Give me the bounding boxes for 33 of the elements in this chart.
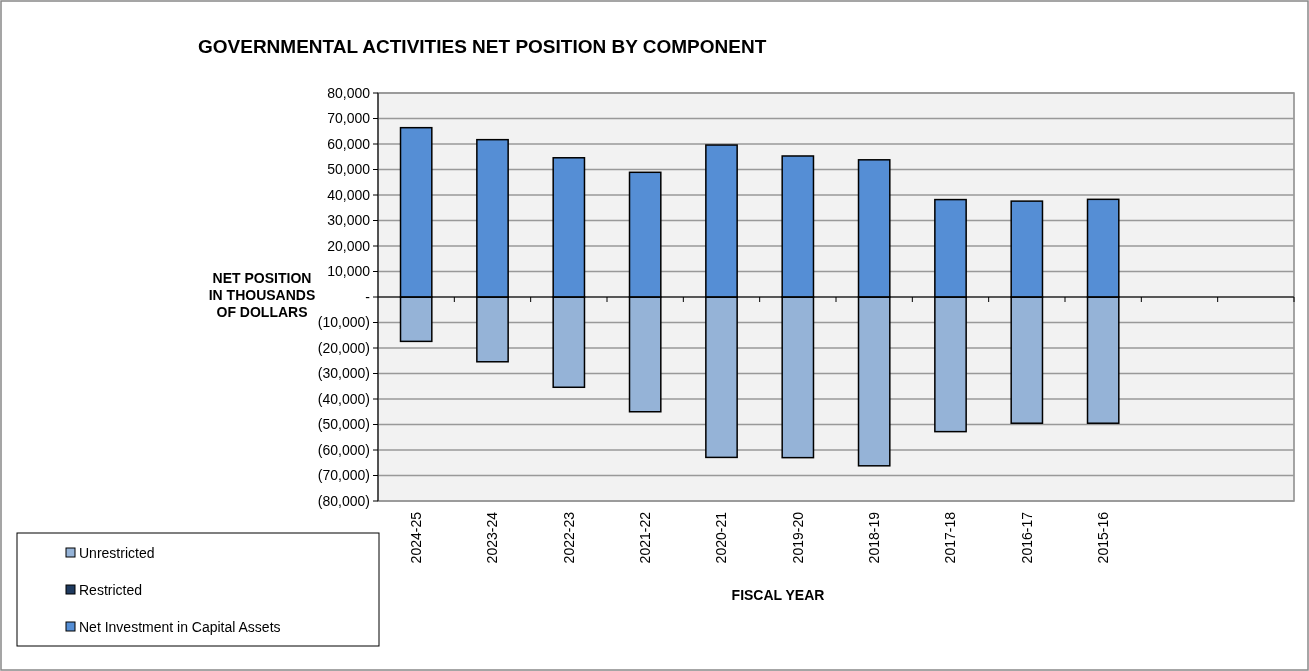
y-tick-label: 50,000 [327, 161, 371, 178]
x-tick-label: 2016-17 [1018, 511, 1035, 564]
y-tick-label: (10,000) [317, 314, 370, 331]
legend-label: Restricted [79, 581, 143, 598]
x-tick-label: 2020-21 [713, 511, 730, 564]
y-tick-label: (30,000) [317, 365, 370, 382]
y-tick-label: 20,000 [327, 237, 371, 254]
x-tick-label: 2015-16 [1095, 511, 1112, 564]
y-axis-title: NET POSITION IN THOUSANDS OF DOLLARS [208, 270, 316, 320]
x-tick-label: 2024-25 [408, 511, 425, 564]
y-tick-label: (20,000) [317, 339, 370, 356]
y-tick-label: 30,000 [327, 212, 371, 229]
x-tick-label: 2023-24 [484, 511, 501, 564]
y-tick-label: (80,000) [317, 492, 370, 509]
chart-title: GOVERNMENTAL ACTIVITIES NET POSITION BY COMPONENT [198, 36, 767, 57]
y-tick-label: (50,000) [317, 416, 370, 433]
legend-label: Net Investment in Capital Assets [79, 618, 281, 635]
x-tick-label: 2017-18 [942, 511, 959, 564]
y-tick-label: (70,000) [317, 467, 370, 484]
y-tick-label: 60,000 [327, 135, 371, 152]
y-tick-label: 80,000 [327, 84, 371, 101]
y-tick-label: (40,000) [317, 390, 370, 407]
x-axis-title: FISCAL YEAR [731, 587, 825, 603]
x-tick-label: 2019-20 [789, 511, 806, 564]
x-tick-label: 2021-22 [637, 511, 654, 564]
x-tick-label: 2018-19 [866, 511, 883, 564]
y-tick-label: - [365, 288, 371, 305]
y-tick-label: 70,000 [327, 110, 371, 127]
y-tick-label: (60,000) [317, 441, 370, 458]
y-tick-label: 40,000 [327, 186, 371, 203]
x-tick-label: 2022-23 [560, 511, 577, 564]
y-tick-label: 10,000 [327, 263, 371, 280]
legend-label: Unrestricted [79, 544, 155, 561]
